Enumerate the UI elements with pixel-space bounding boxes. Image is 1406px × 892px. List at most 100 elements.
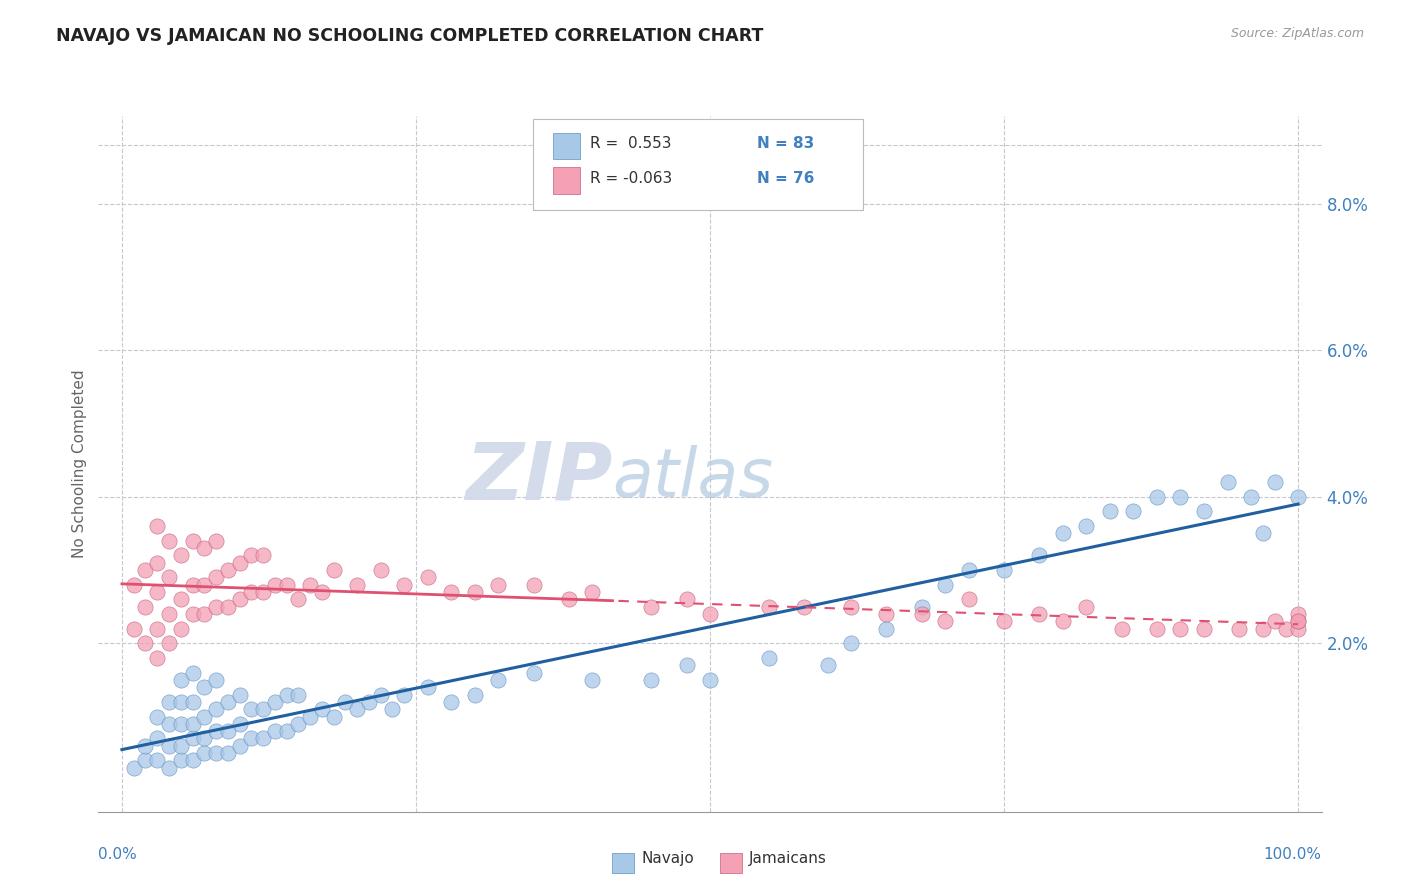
Point	[134, 636, 156, 650]
Point	[122, 577, 145, 591]
Point	[699, 607, 721, 621]
Point	[486, 577, 509, 591]
Point	[1052, 615, 1074, 629]
Point	[287, 688, 309, 702]
Point	[392, 688, 415, 702]
Point	[228, 556, 250, 570]
Point	[193, 541, 215, 555]
Point	[252, 731, 274, 746]
Point	[170, 592, 193, 607]
Point	[146, 731, 169, 746]
Point	[957, 563, 980, 577]
Point	[170, 739, 193, 753]
FancyBboxPatch shape	[554, 133, 581, 159]
Text: Jamaicans: Jamaicans	[749, 851, 827, 866]
Point	[839, 599, 862, 614]
Point	[252, 585, 274, 599]
Point	[217, 746, 239, 760]
Point	[1251, 622, 1274, 636]
Point	[440, 695, 463, 709]
Point	[311, 702, 333, 716]
Point	[839, 636, 862, 650]
Point	[193, 577, 215, 591]
Point	[276, 577, 298, 591]
Point	[181, 607, 204, 621]
Point	[875, 622, 897, 636]
Point	[464, 585, 486, 599]
Point	[1240, 490, 1263, 504]
Point	[240, 702, 263, 716]
Point	[287, 716, 309, 731]
Point	[240, 549, 263, 563]
Point	[252, 549, 274, 563]
Point	[157, 716, 180, 731]
Point	[911, 599, 934, 614]
Point	[523, 665, 546, 680]
Point	[1192, 504, 1215, 518]
Point	[1251, 526, 1274, 541]
Point	[1216, 475, 1239, 490]
Point	[934, 615, 956, 629]
Point	[1286, 615, 1309, 629]
FancyBboxPatch shape	[612, 854, 634, 873]
Point	[146, 709, 169, 723]
Point	[416, 570, 439, 584]
Point	[311, 585, 333, 599]
Point	[486, 673, 509, 687]
Point	[640, 673, 662, 687]
Point	[322, 709, 344, 723]
Point	[287, 592, 309, 607]
Point	[181, 533, 204, 548]
Text: Navajo: Navajo	[641, 851, 695, 866]
Point	[346, 577, 368, 591]
Point	[416, 680, 439, 694]
Point	[205, 724, 228, 739]
Point	[335, 695, 357, 709]
Text: 0.0%: 0.0%	[98, 847, 138, 862]
Point	[276, 724, 298, 739]
Point	[1111, 622, 1133, 636]
Text: R = -0.063: R = -0.063	[591, 171, 672, 186]
Point	[170, 622, 193, 636]
Point	[911, 607, 934, 621]
Point	[1170, 490, 1192, 504]
Point	[181, 695, 204, 709]
Point	[276, 688, 298, 702]
Point	[1122, 504, 1144, 518]
Point	[157, 636, 180, 650]
Point	[181, 754, 204, 768]
Text: NAVAJO VS JAMAICAN NO SCHOOLING COMPLETED CORRELATION CHART: NAVAJO VS JAMAICAN NO SCHOOLING COMPLETE…	[56, 27, 763, 45]
Point	[157, 533, 180, 548]
Point	[170, 673, 193, 687]
Point	[1146, 490, 1168, 504]
Text: 100.0%: 100.0%	[1264, 847, 1322, 862]
Point	[1192, 622, 1215, 636]
Point	[205, 702, 228, 716]
Point	[370, 563, 392, 577]
Point	[993, 563, 1015, 577]
Point	[157, 761, 180, 775]
Point	[875, 607, 897, 621]
Point	[1052, 526, 1074, 541]
Point	[217, 599, 239, 614]
Point	[581, 673, 603, 687]
Point	[205, 746, 228, 760]
Point	[170, 695, 193, 709]
Point	[299, 577, 322, 591]
Point	[170, 754, 193, 768]
Point	[1098, 504, 1121, 518]
Point	[370, 688, 392, 702]
Y-axis label: No Schooling Completed: No Schooling Completed	[72, 369, 87, 558]
Point	[146, 519, 169, 533]
Point	[217, 695, 239, 709]
Point	[381, 702, 404, 716]
Point	[1170, 622, 1192, 636]
Point	[217, 563, 239, 577]
Point	[146, 556, 169, 570]
Point	[228, 592, 250, 607]
FancyBboxPatch shape	[554, 168, 581, 194]
Point	[193, 680, 215, 694]
Point	[228, 716, 250, 731]
Point	[1076, 519, 1098, 533]
Point	[181, 665, 204, 680]
